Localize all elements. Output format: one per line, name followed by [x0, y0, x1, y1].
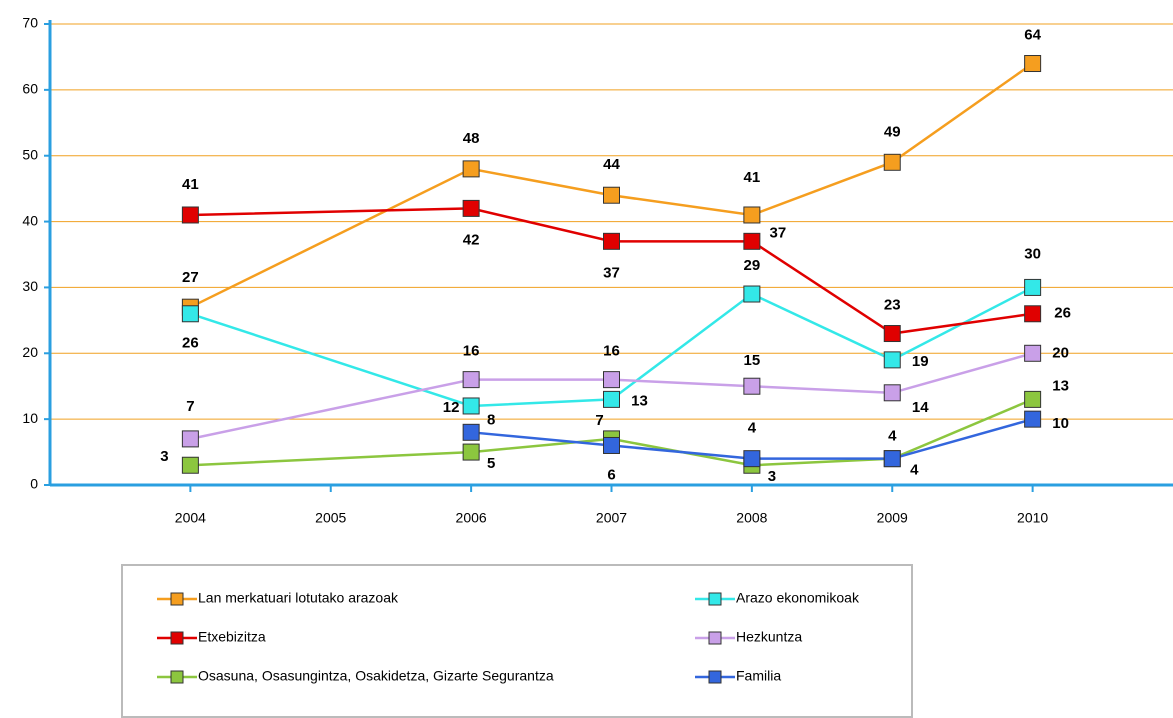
y-tick-label: 70: [22, 15, 38, 31]
point: [181, 456, 199, 474]
legend-label: Etxebizitza: [198, 629, 266, 645]
point: [743, 285, 761, 303]
point: [883, 384, 901, 402]
data-label: 13: [631, 392, 648, 409]
data-label: 37: [603, 264, 620, 281]
data-label: 26: [182, 335, 199, 352]
point: [462, 371, 480, 389]
x-tick-label: 2009: [877, 510, 908, 526]
point: [462, 199, 480, 217]
data-label: 16: [603, 343, 620, 360]
point: [603, 371, 620, 389]
point: [743, 450, 761, 468]
data-label: 26: [1054, 305, 1071, 322]
legend-label: Lan merkatuari lotutako arazoak: [198, 590, 399, 606]
point: [462, 443, 480, 461]
point: [743, 206, 761, 224]
legend-marker: [708, 631, 722, 645]
y-tick-label: 10: [22, 410, 38, 426]
legend: Lan merkatuari lotutako arazoak Arazo eko…: [121, 564, 913, 718]
x-tick-label: 2008: [736, 510, 767, 526]
point: [1024, 390, 1042, 408]
series-line: [190, 352, 1033, 441]
data-label: 16: [463, 343, 480, 360]
point: [883, 450, 901, 468]
data-label: 4: [748, 420, 757, 437]
point: [462, 397, 480, 415]
data-label: 4: [888, 428, 897, 445]
data-label: 20: [1052, 344, 1069, 361]
y-tick-label: 40: [22, 212, 38, 228]
data-label: 29: [744, 257, 761, 274]
data-label: 3: [768, 468, 776, 485]
data-label: 49: [884, 123, 901, 140]
data-label: 23: [884, 296, 901, 313]
y-tick-label: 20: [22, 344, 38, 360]
data-label: 6: [607, 466, 615, 483]
data-label: 48: [463, 130, 480, 147]
point: [462, 160, 480, 178]
point: [603, 186, 620, 204]
point: [1024, 410, 1042, 428]
x-tick-label: 2004: [175, 510, 206, 526]
point: [603, 390, 620, 408]
data-label: 10: [1052, 415, 1069, 432]
point: [1024, 305, 1042, 323]
data-label: 41: [744, 169, 761, 186]
x-tick-label: 2005: [315, 510, 346, 526]
x-tick-label: 2010: [1017, 510, 1048, 526]
point: [1024, 55, 1042, 73]
series-line: [189, 62, 1034, 309]
data-label: 14: [912, 399, 929, 416]
data-label: 8: [487, 411, 495, 428]
point: [1024, 344, 1042, 362]
data-label: 12: [443, 399, 460, 416]
series-line: [190, 207, 1033, 335]
x-tick-label: 2007: [596, 510, 627, 526]
legend-marker: [170, 592, 184, 606]
point: [883, 153, 901, 171]
point: [743, 377, 761, 395]
legend-label: Arazo ekonomikoak: [736, 590, 860, 606]
legend-marker: [708, 670, 722, 684]
y-tick-label: 50: [22, 146, 38, 162]
legend-label: Familia: [736, 668, 781, 684]
point: [603, 436, 620, 454]
data-label: 5: [487, 455, 495, 472]
y-tick-label: 0: [30, 476, 38, 492]
legend-marker: [170, 670, 184, 684]
data-label: 4: [910, 462, 919, 479]
data-label: 64: [1024, 26, 1041, 43]
data-label: 27: [182, 269, 199, 286]
legend-marker: [170, 631, 184, 645]
point: [603, 232, 620, 250]
data-label: 19: [912, 353, 929, 370]
data-label: 7: [186, 398, 194, 415]
data-label: 37: [770, 224, 787, 241]
point: [883, 351, 901, 369]
point: [883, 325, 901, 343]
point: [743, 232, 761, 250]
data-label: 13: [1052, 377, 1069, 394]
data-label: 30: [1024, 245, 1041, 262]
y-tick-label: 60: [22, 81, 38, 97]
data-label: 7: [595, 412, 603, 429]
point: [462, 423, 480, 441]
data-label: 3: [160, 448, 168, 465]
data-label: 44: [603, 156, 620, 173]
data-label: 41: [182, 176, 199, 193]
legend-box: [121, 564, 913, 718]
legend-label: Osasuna, Osasungintza, Osakidetza, Gizar…: [198, 668, 554, 684]
y-tick-label: 30: [22, 278, 38, 294]
data-label: 42: [463, 231, 480, 248]
point: [181, 430, 199, 448]
data-label: 15: [744, 352, 761, 369]
point: [181, 305, 199, 323]
legend-marker: [708, 592, 722, 606]
x-tick-label: 2006: [456, 510, 487, 526]
point: [1024, 278, 1042, 296]
legend-label: Hezkuntza: [736, 629, 802, 645]
point: [181, 206, 199, 224]
